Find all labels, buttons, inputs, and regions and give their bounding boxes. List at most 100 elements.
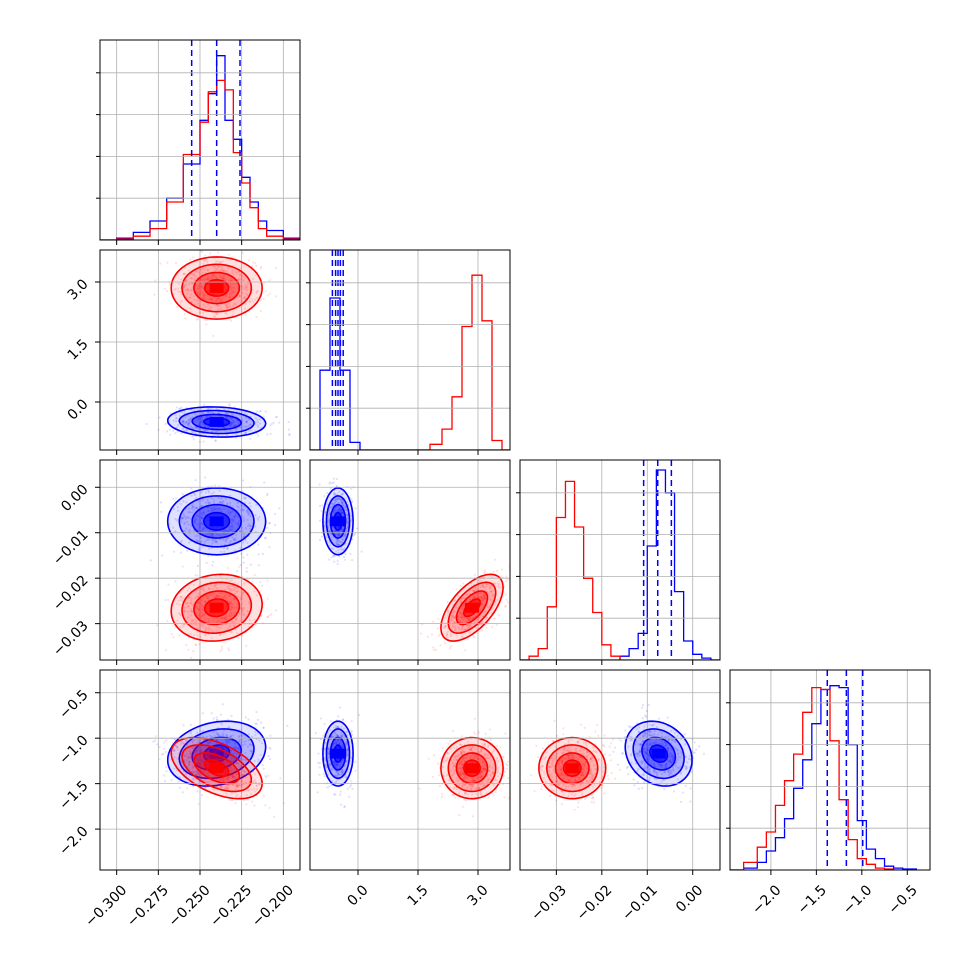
scatter-point xyxy=(165,649,167,651)
scatter-point xyxy=(164,288,166,290)
density-peak xyxy=(210,763,224,773)
scatter-point xyxy=(507,601,509,603)
scatter-point xyxy=(201,251,203,253)
scatter-point xyxy=(166,620,168,622)
scatter-point xyxy=(431,633,433,635)
y-tick-label: −0.02 xyxy=(50,573,92,615)
scatter-point xyxy=(271,423,273,425)
scatter-point xyxy=(163,742,165,744)
scatter-point xyxy=(217,252,219,254)
y-tick-label: 3.0 xyxy=(65,276,92,303)
scatter-point xyxy=(324,723,326,725)
y-tick-label: 0.00 xyxy=(58,482,91,515)
scatter-point xyxy=(496,624,498,626)
scatter-point xyxy=(269,522,271,524)
scatter-point xyxy=(339,707,341,709)
scatter-point xyxy=(334,794,336,796)
scatter-point xyxy=(202,712,204,714)
scatter-point xyxy=(246,554,248,556)
scatter-point xyxy=(323,495,325,497)
scatter-point xyxy=(474,574,476,576)
scatter-point xyxy=(176,306,178,308)
scatter-point xyxy=(337,715,339,717)
scatter-point xyxy=(464,649,466,651)
density-peak xyxy=(210,283,224,293)
scatter-point xyxy=(336,478,338,480)
scatter-point xyxy=(344,553,346,555)
scatter-point xyxy=(182,791,184,793)
scatter-point xyxy=(212,335,214,337)
scatter-point xyxy=(165,766,167,768)
scatter-point xyxy=(184,313,186,315)
scatter-point xyxy=(206,562,208,564)
scatter-point xyxy=(351,788,353,790)
scatter-point xyxy=(221,646,223,648)
scatter-point xyxy=(267,580,269,582)
panel-3-0: −2.0−1.5−1.0−0.5−0.300−0.275−0.250−0.225… xyxy=(56,670,317,930)
scatter-point xyxy=(171,779,173,781)
scatter-point xyxy=(268,807,270,809)
scatter-point xyxy=(328,559,330,561)
scatter-point xyxy=(427,636,429,638)
scatter-point xyxy=(333,478,335,480)
density-peak xyxy=(331,516,345,526)
scatter-point xyxy=(154,279,156,281)
scatter-point xyxy=(242,252,244,254)
scatter-point xyxy=(166,290,168,292)
y-tick-label: 1.5 xyxy=(65,336,92,363)
scatter-point xyxy=(462,582,464,584)
scatter-point xyxy=(211,564,213,566)
scatter-point xyxy=(286,725,288,727)
scatter-point xyxy=(433,649,435,651)
scatter-point xyxy=(329,481,331,483)
scatter-point xyxy=(351,559,353,561)
scatter-point xyxy=(279,777,281,779)
scatter-point xyxy=(190,724,192,726)
scatter-point xyxy=(165,770,167,772)
scatter-point xyxy=(275,609,277,611)
scatter-point xyxy=(216,719,218,721)
scatter-point xyxy=(146,423,148,425)
scatter-point xyxy=(189,258,191,260)
scatter-point xyxy=(166,262,168,264)
scatter-point xyxy=(230,715,232,717)
scatter-point xyxy=(248,260,250,262)
scatter-point xyxy=(184,317,186,319)
scatter-point xyxy=(255,265,257,267)
scatter-point xyxy=(349,786,351,788)
scatter-point xyxy=(262,553,264,555)
scatter-point xyxy=(339,794,341,796)
scatter-point xyxy=(269,735,271,737)
scatter-point xyxy=(255,711,257,713)
scatter-point xyxy=(260,410,262,412)
scatter-point xyxy=(155,735,157,737)
scatter-point xyxy=(172,636,174,638)
scatter-point xyxy=(317,791,319,793)
scatter-point xyxy=(167,599,169,601)
scatter-point xyxy=(260,267,262,269)
y-tick-label: −1.0 xyxy=(56,733,91,768)
scatter-point xyxy=(252,261,254,263)
scatter-point xyxy=(160,511,162,513)
scatter-point xyxy=(505,580,507,582)
scatter-point xyxy=(173,551,175,553)
scatter-point xyxy=(192,650,194,652)
scatter-point xyxy=(185,644,187,646)
scatter-point xyxy=(212,561,214,563)
y-tick-label: −0.03 xyxy=(50,618,92,660)
scatter-point xyxy=(492,571,494,573)
scatter-point xyxy=(347,788,349,790)
scatter-point xyxy=(288,433,290,435)
scatter-point xyxy=(236,557,238,559)
scatter-point xyxy=(338,555,340,557)
scatter-point xyxy=(180,552,182,554)
scatter-point xyxy=(264,537,266,539)
scatter-point xyxy=(323,773,325,775)
scatter-point xyxy=(267,616,269,618)
scatter-point xyxy=(209,252,211,254)
scatter-point xyxy=(164,599,166,601)
scatter-point xyxy=(245,645,247,647)
scatter-point xyxy=(260,754,262,756)
scatter-point xyxy=(159,758,161,760)
scatter-point xyxy=(242,556,244,558)
